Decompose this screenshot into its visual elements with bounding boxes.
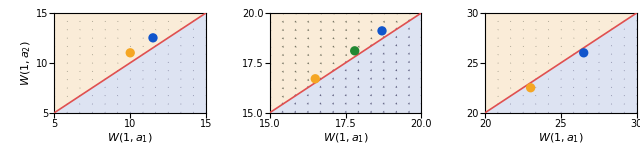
Point — [310, 77, 321, 80]
Polygon shape — [54, 13, 206, 113]
Point — [377, 30, 387, 32]
Point — [125, 52, 135, 54]
Point — [579, 52, 589, 54]
Point — [525, 86, 536, 89]
Point — [349, 50, 360, 52]
Polygon shape — [270, 13, 421, 113]
Point — [148, 37, 158, 39]
X-axis label: $W(1, a_1)$: $W(1, a_1)$ — [323, 132, 369, 145]
X-axis label: $W(1, a_1)$: $W(1, a_1)$ — [108, 132, 153, 145]
Polygon shape — [485, 13, 637, 113]
X-axis label: $W(1, a_1)$: $W(1, a_1)$ — [538, 132, 584, 145]
Y-axis label: $W(1, a_2)$: $W(1, a_2)$ — [19, 40, 33, 86]
